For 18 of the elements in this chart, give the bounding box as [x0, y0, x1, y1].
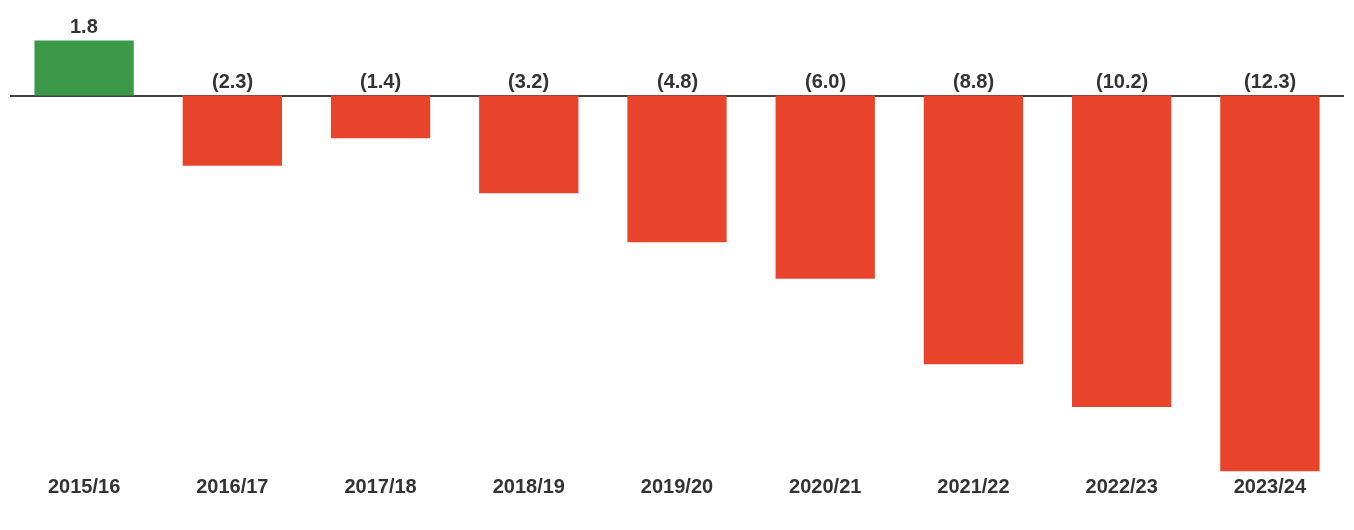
data-label: (2.3) — [212, 70, 254, 92]
x-tick-label: 2022/23 — [1085, 475, 1158, 497]
x-tick-label: 2020/21 — [789, 475, 862, 497]
data-label: (12.3) — [1244, 70, 1297, 92]
data-label: (6.0) — [805, 70, 847, 92]
data-label: (1.4) — [360, 70, 402, 92]
x-tick-label: 2019/20 — [640, 475, 714, 497]
x-tick-label: 2018/19 — [492, 475, 565, 497]
data-label: (8.8) — [953, 70, 995, 92]
x-tick-label: 2017/18 — [344, 475, 417, 497]
data-label: (3.2) — [508, 70, 550, 92]
x-tick-label: 2016/17 — [196, 475, 269, 497]
x-tick-label: 2023/24 — [1233, 475, 1307, 497]
x-tick-label: 2015/16 — [47, 475, 121, 497]
data-label: 1.8 — [70, 15, 98, 37]
data-label: (4.8) — [657, 70, 699, 92]
x-tick-label: 2021/22 — [937, 475, 1010, 497]
data-label: (10.2) — [1096, 70, 1149, 92]
